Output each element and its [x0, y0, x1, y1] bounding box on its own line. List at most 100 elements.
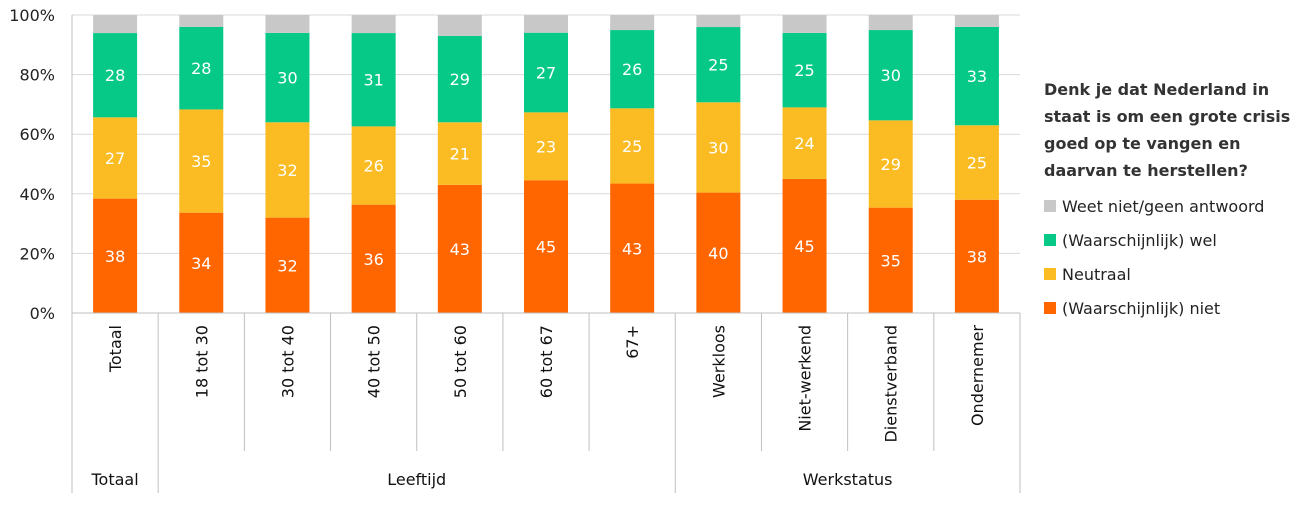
y-tick-label: 100%	[9, 6, 55, 25]
bar-segment	[524, 32, 568, 113]
data-label: 43	[622, 239, 642, 258]
data-label: 45	[536, 238, 556, 257]
bar-segment	[954, 125, 999, 200]
legend-item: Neutraal	[1044, 262, 1294, 286]
category-label: 30 tot 40	[278, 325, 297, 398]
bar-segment	[351, 33, 396, 127]
bar-segment	[265, 122, 310, 218]
bar-segment	[954, 199, 999, 313]
data-label: 28	[191, 59, 211, 78]
data-label: 25	[622, 137, 642, 156]
bar-segment	[782, 178, 827, 313]
data-label: 38	[105, 247, 125, 266]
stacked-bar-chart: 0% 20% 40% 60% 80% 100% 38 27 28 34 35 28 32 32 30 36 26…	[9, 6, 1021, 493]
data-label: 32	[277, 256, 297, 275]
legend-label: Neutraal	[1062, 264, 1131, 284]
bar-segment	[954, 15, 999, 27]
bar-segment	[437, 122, 482, 185]
legend: Denk je dat Nederland in staat is om een…	[1044, 76, 1294, 330]
bar-segment	[610, 183, 655, 313]
bar-segment	[93, 117, 138, 199]
group-label: Leeftijd	[387, 470, 446, 489]
category-label: 60 tot 67	[537, 325, 556, 398]
data-label: 34	[191, 254, 211, 273]
legend-swatch	[1044, 302, 1056, 314]
category-label: 40 tot 50	[365, 325, 384, 398]
category-label: 18 tot 30	[192, 325, 211, 398]
bar-segment	[696, 102, 741, 193]
data-label: 27	[105, 149, 125, 168]
data-label: 35	[191, 152, 211, 171]
bar-segment	[868, 30, 913, 121]
bar-segment	[868, 207, 913, 313]
bar-segment	[437, 35, 482, 123]
data-label: 30	[277, 69, 297, 88]
data-label: 29	[450, 70, 470, 89]
bar-segment	[868, 15, 913, 31]
data-label: 30	[881, 66, 901, 85]
bar-segment	[351, 126, 396, 205]
data-label: 35	[881, 251, 901, 270]
bar-segment	[954, 26, 999, 126]
group-label: Werkstatus	[803, 470, 893, 489]
data-label: 32	[277, 161, 297, 180]
category-label: Dienstverband	[882, 325, 901, 443]
category-label: Totaal	[106, 325, 125, 373]
category-label: 50 tot 60	[451, 325, 470, 398]
category-label: Niet-werkend	[796, 325, 815, 432]
bar-segment	[610, 15, 655, 31]
legend-item: Weet niet/geen antwoord	[1044, 194, 1294, 218]
bar-segment	[93, 33, 138, 118]
bar-segment	[782, 15, 827, 33]
bar-segment	[437, 184, 482, 313]
legend-swatch	[1044, 200, 1056, 212]
data-label: 31	[363, 71, 383, 90]
data-label: 38	[967, 247, 987, 266]
data-label: 33	[967, 67, 987, 86]
y-tick-label: 60%	[19, 125, 55, 144]
legend-label: Weet niet/geen antwoord	[1062, 196, 1265, 216]
legend-item: (Waarschijnlijk) niet	[1044, 296, 1294, 320]
data-label: 25	[708, 56, 728, 75]
y-tick-label: 80%	[19, 66, 55, 85]
data-label: 27	[536, 64, 556, 83]
bar-segment	[265, 32, 310, 123]
bar-segment	[782, 107, 827, 179]
data-label: 28	[105, 66, 125, 85]
data-label: 23	[536, 137, 556, 156]
legend-label: (Waarschijnlijk) niet	[1062, 298, 1221, 318]
bar-segment	[93, 198, 138, 313]
legend-title: Denk je dat Nederland in staat is om een…	[1044, 80, 1291, 180]
category-label: Werkloos	[709, 325, 728, 398]
bar-segment	[524, 112, 568, 181]
bar-segment	[179, 26, 224, 110]
data-label: 29	[881, 155, 901, 174]
data-label: 36	[363, 250, 383, 269]
bar-segment	[179, 212, 224, 313]
data-label: 26	[363, 157, 383, 176]
bar-segment	[696, 192, 741, 313]
legend-label: (Waarschijnlijk) wel	[1062, 230, 1217, 250]
bar-segment	[610, 108, 655, 184]
data-label: 30	[708, 138, 728, 157]
data-label: 45	[794, 237, 814, 256]
bar-segment	[524, 180, 568, 313]
bar-segment	[868, 120, 913, 208]
bar-segment	[351, 15, 396, 34]
bar-segment	[265, 15, 310, 33]
legend-swatch	[1044, 234, 1056, 246]
group-label: Totaal	[91, 470, 139, 489]
bar-segment	[179, 15, 224, 27]
bar-segment	[524, 15, 568, 33]
category-label: Ondernemer	[968, 325, 987, 426]
y-tick-label: 40%	[19, 185, 55, 204]
y-tick-label: 20%	[19, 244, 55, 263]
data-label: 21	[450, 145, 470, 164]
bar-segment	[696, 15, 741, 28]
data-label: 25	[967, 154, 987, 173]
y-tick-label: 0%	[30, 304, 55, 323]
bar-segment	[610, 30, 655, 109]
data-label: 43	[450, 240, 470, 259]
data-label: 40	[708, 244, 728, 263]
category-label: 67+	[623, 325, 642, 359]
